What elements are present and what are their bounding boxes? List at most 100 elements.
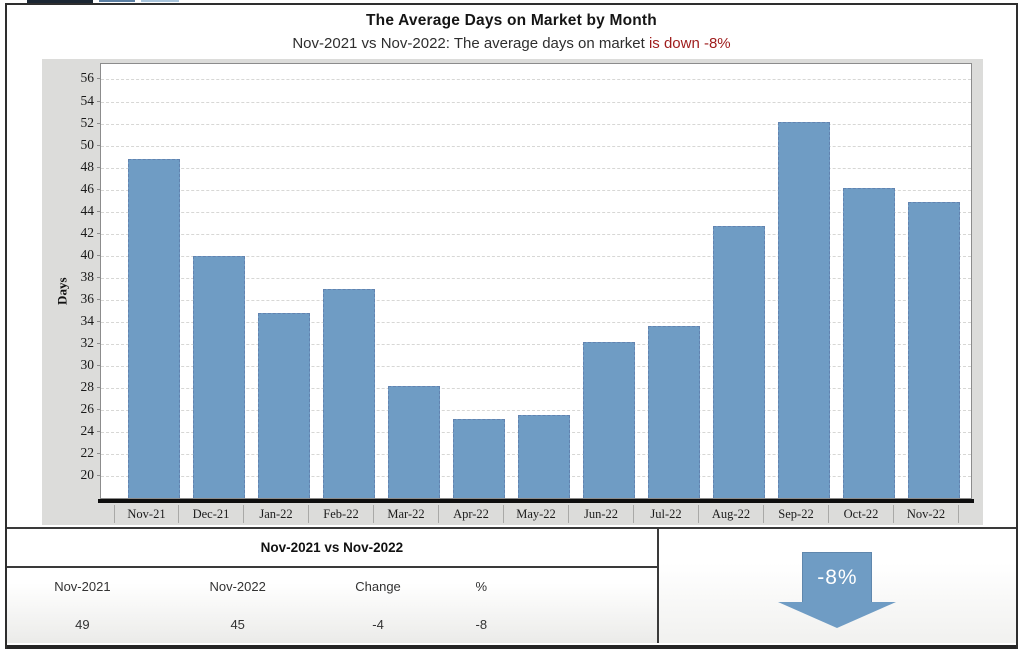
gridline	[101, 255, 971, 257]
down-arrow-head	[778, 602, 897, 628]
col-header-nov-2022: Nov-2022	[209, 579, 266, 595]
gridline	[101, 123, 971, 125]
bar-May-22	[517, 414, 570, 498]
y-tick-mark	[97, 254, 101, 256]
subtitle-highlight: is down -8%	[648, 35, 731, 52]
y-tick-mark	[97, 144, 101, 146]
y-tick-label: 34	[80, 313, 95, 328]
tab-sliver-2[interactable]	[99, 0, 135, 2]
gridline	[101, 410, 971, 412]
x-tick-label: Nov-22	[894, 505, 959, 523]
gridline	[101, 388, 971, 390]
chart-panel: Days 20 22 24 26 28 30 32 34 36 38 40 42 44 46 48 50 52 5…	[42, 59, 983, 525]
bar-Jul-22	[647, 325, 700, 498]
x-tick-label: May-22	[504, 505, 569, 523]
y-tick-label: 44	[80, 202, 95, 218]
gridline	[101, 145, 971, 147]
x-tick-label: Mar-22	[374, 505, 439, 523]
x-tick-label: Oct-22	[829, 505, 894, 523]
y-tick-label: 30	[80, 357, 95, 373]
y-axis-labels: 20 22 24 26 28 30 32 34 36 38 40 42 44 46 48 50 52 54 56	[42, 63, 95, 499]
bar-Mar-22	[387, 386, 440, 498]
x-tick-label: Sep-22	[764, 505, 829, 523]
tab-sliver-1[interactable]	[27, 0, 93, 3]
y-tick-mark	[97, 409, 101, 411]
bar-Nov-21	[127, 159, 180, 498]
y-tick-mark	[97, 298, 101, 300]
y-tick-mark	[97, 122, 101, 124]
arrow-label: -8%	[817, 565, 858, 589]
comparison-table-title: Nov-2021 vs Nov-2022	[7, 529, 657, 568]
down-arrow-stem: -8%	[802, 552, 873, 603]
bar-Feb-22	[322, 289, 375, 498]
x-tick-label: Aug-22	[699, 505, 764, 523]
value-change: -4	[372, 616, 384, 632]
value-nov-2022: 45	[230, 616, 245, 632]
x-axis-line	[98, 499, 974, 503]
bar-Nov-22	[907, 202, 960, 498]
y-tick-mark	[97, 475, 101, 477]
chart-subtitle: Nov-2021 vs Nov-2022: The average days o…	[7, 35, 1016, 52]
y-tick-label: 24	[80, 423, 95, 439]
value-percent: -8	[475, 616, 488, 632]
bar-Dec-21	[192, 256, 245, 498]
bar-Jun-22	[582, 342, 635, 498]
y-tick-mark	[97, 321, 101, 322]
y-tick-label: 52	[80, 114, 95, 130]
cutoff-tab-strip	[0, 0, 1024, 4]
x-tick-label: Feb-22	[309, 505, 374, 523]
y-tick-label: 38	[80, 268, 95, 284]
comparison-table: Nov-2021 vs Nov-2022 Nov-2021 Nov-2022 C…	[7, 529, 659, 643]
col-header-percent: %	[475, 579, 488, 595]
x-tick-label: Dec-21	[179, 505, 244, 523]
x-tick-label: Nov-21	[114, 505, 179, 523]
gridline	[101, 366, 971, 368]
subtitle-text: Nov-2021 vs Nov-2022: The average days o…	[292, 35, 649, 52]
gridline	[101, 189, 971, 191]
y-tick-label: 22	[80, 445, 95, 461]
x-tick-label: Jan-22	[244, 505, 309, 523]
gridline	[101, 79, 971, 81]
value-nov-2021: 49	[75, 616, 90, 632]
gridline	[101, 277, 971, 279]
gridline	[101, 299, 971, 301]
x-axis-labels: Nov-21 Dec-21 Jan-22 Feb-22 Mar-22 Apr-22 May-…	[114, 505, 959, 523]
y-tick-mark	[97, 431, 101, 433]
y-tick-mark	[97, 276, 101, 278]
col-header-nov-2021: Nov-2021	[54, 579, 111, 595]
y-tick-label: 56	[80, 70, 95, 86]
plot-area	[100, 63, 972, 499]
y-tick-label: 40	[80, 246, 95, 262]
y-tick-label: 42	[80, 224, 95, 240]
gridline	[101, 344, 971, 345]
y-tick-label: 32	[80, 335, 95, 350]
bar-Oct-22	[842, 187, 895, 498]
y-tick-label: 46	[80, 180, 95, 196]
gridline	[101, 167, 971, 169]
y-tick-label: 28	[80, 379, 95, 395]
y-tick-label: 50	[80, 136, 95, 152]
y-tick-mark	[97, 453, 101, 455]
y-tick-mark	[97, 210, 101, 212]
bar-Apr-22	[452, 419, 505, 498]
summary-section: Nov-2021 vs Nov-2022 Nov-2021 Nov-2022 C…	[7, 527, 1016, 643]
tab-sliver-3[interactable]	[141, 0, 179, 2]
y-tick-mark	[97, 365, 101, 367]
x-tick-label: Jul-22	[634, 505, 699, 523]
comparison-table-body: Nov-2021 Nov-2022 Change % 49 45 -4 -8	[7, 568, 657, 643]
gridline	[101, 233, 971, 235]
gridline	[101, 322, 971, 323]
y-tick-label: 54	[80, 92, 95, 108]
bar-Sep-22	[777, 121, 830, 498]
y-tick-mark	[97, 78, 101, 80]
col-header-change: Change	[355, 579, 401, 595]
down-arrow-icon: -8%	[778, 552, 897, 628]
arrow-panel: -8%	[658, 529, 1016, 643]
bar-Jan-22	[257, 313, 310, 498]
y-tick-mark	[97, 166, 101, 168]
chart-title: The Average Days on Market by Month	[366, 12, 657, 29]
gridline	[101, 101, 971, 103]
x-tick-label: Apr-22	[439, 505, 504, 523]
y-tick-mark	[97, 387, 101, 389]
x-tick-label: Jun-22	[569, 505, 634, 523]
